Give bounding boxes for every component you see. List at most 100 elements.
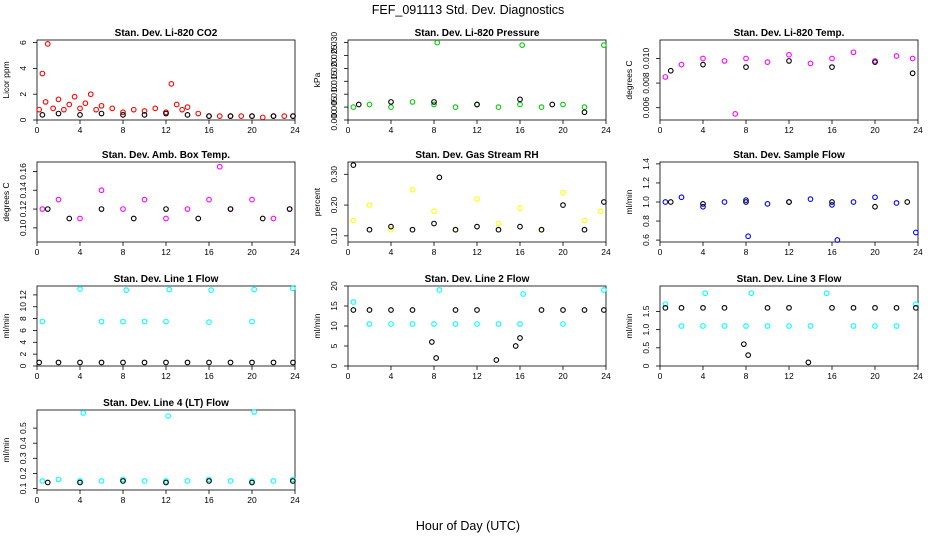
data-point [98,318,105,325]
data-point [409,99,416,105]
x-tick-label: 4 [78,495,83,505]
y-axis-label: ml/min [1,437,11,462]
y-tick-label: 0.000 [329,109,339,131]
y-axis-label: degrees C [624,60,634,99]
data-point [452,321,459,327]
data-point [259,114,266,121]
data-point [36,359,43,366]
data-point [549,101,556,108]
y-tick-label: 0.025 [329,45,339,67]
scatter-panel-8: Stan. Dev. Line 2 Flow ml/min 0 4 8 12 16 20 24 0… [312,274,611,381]
data-point [216,113,223,119]
x-tick-label: 16 [204,125,214,135]
panel-title: Stan. Dev. Gas Stream RH [415,150,538,161]
data-point [290,285,296,292]
data-point [66,215,73,222]
data-point [163,110,169,117]
data-point [743,64,749,70]
x-tick-label: 16 [515,371,525,381]
data-point [667,199,674,205]
x-tick-label: 4 [389,371,394,381]
data-point [745,352,752,358]
data-point [98,187,105,194]
data-point [206,478,212,484]
data-point [270,113,277,119]
x-tick-label: 12 [784,125,794,135]
panel-title: Stan. Dev. Amb. Box Temp. [102,150,230,161]
data-point [206,359,212,366]
data-point [388,223,394,230]
y-tick-label: 0.12 [18,201,28,218]
data-point [474,196,480,202]
y-tick-label: 0.16 [18,163,28,180]
data-point [431,101,437,108]
data-point [227,113,234,119]
data-point [249,479,255,486]
panel-title: Stan. Dev. Line 3 Flow [737,274,842,285]
x-tick-label: 24 [290,125,300,135]
data-point [872,203,878,210]
data-point [141,359,148,366]
y-tick-label: 4 [18,66,28,71]
data-point [893,200,900,206]
y-tick-label: 6 [18,328,28,333]
x-tick-label: 20 [870,125,880,135]
data-point [452,226,459,233]
data-point [290,113,296,119]
x-tick-label: 12 [784,247,794,257]
y-tick-label: 0.3 [18,452,28,464]
panel-title: Stan. Dev. Line 2 Flow [425,274,530,285]
data-point [912,301,919,308]
data-point [517,321,523,327]
data-point [600,307,607,313]
x-tick-label: 20 [558,247,568,257]
data-point [850,304,857,311]
data-point [764,59,771,66]
y-tick-label: 12 [18,290,28,300]
x-tick-label: 8 [432,247,437,257]
x-tick-label: 0 [658,371,663,381]
y-tick-label: 10 [18,302,28,312]
data-point [165,413,171,419]
data-point [350,162,357,168]
x-tick-label: 8 [121,495,126,505]
data-point [163,206,169,212]
x-tick-label: 0 [35,247,40,257]
y-tick-label: 0 [18,363,28,368]
x-tick-label: 8 [744,247,749,257]
y-tick-label: 1.2 [641,177,651,189]
data-point [517,101,523,108]
data-point [388,99,394,105]
x-tick-label: 8 [121,247,126,257]
data-point [409,226,416,233]
y-tick-label: 0.20 [329,197,339,214]
data-point [786,58,792,64]
x-tick-label: 24 [913,125,923,135]
plot-frame [347,39,607,121]
x-tick-label: 4 [389,247,394,257]
data-point [44,206,51,212]
data-point [560,202,566,208]
data-point [350,299,357,305]
data-point [141,111,148,118]
scatter-panel-5: Stan. Dev. Gas Stream RH percent 0 4 8 12 16 20… [312,150,611,257]
data-point [227,206,234,212]
y-tick-label: 0.8 [641,215,651,227]
data-point [355,101,362,108]
x-tick-label: 20 [247,495,257,505]
panel-title: Stan. Dev. Sample Flow [733,150,845,161]
panel-title: Stan. Dev. Li-820 CO2 [115,28,218,39]
x-tick-label: 8 [744,371,749,381]
data-point [44,41,51,47]
x-tick-label: 20 [870,371,880,381]
panel-title: Stan. Dev. Line 1 Flow [114,274,219,285]
data-point [823,290,830,297]
data-point [560,307,566,313]
x-tick-label: 12 [784,371,794,381]
y-tick-label: 1.0 [641,196,651,208]
x-tick-label: 4 [78,371,83,381]
data-point [80,410,87,416]
y-axis-label: ml/min [624,189,634,214]
data-point [98,478,105,484]
data-point [249,359,255,366]
